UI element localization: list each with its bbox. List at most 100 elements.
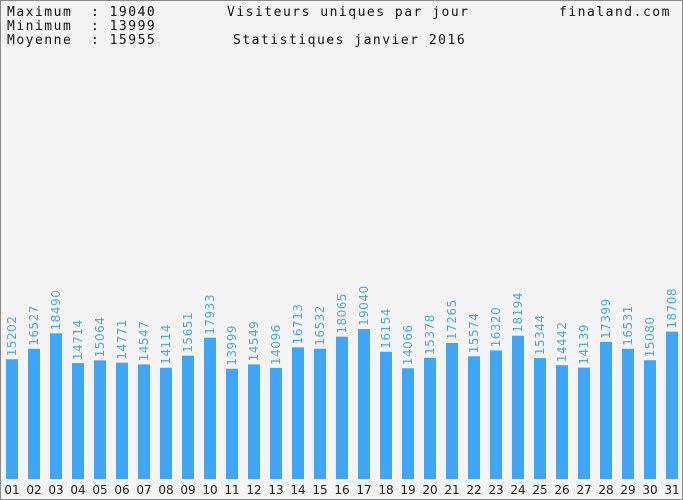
bar-31 bbox=[666, 331, 678, 479]
x-tick-23: 23 bbox=[488, 483, 503, 497]
value-label-29: 16531 bbox=[621, 305, 635, 346]
x-tick-11: 11 bbox=[224, 483, 239, 497]
x-tick-17: 17 bbox=[356, 483, 371, 497]
avg-stat: Moyenne : 15955 bbox=[7, 33, 156, 48]
bar-25 bbox=[534, 358, 546, 479]
value-label-02: 16527 bbox=[27, 305, 41, 346]
max-stat: Maximum : 19040 bbox=[7, 5, 156, 20]
x-tick-28: 28 bbox=[598, 483, 613, 497]
x-tick-18: 18 bbox=[378, 483, 393, 497]
value-label-17: 19040 bbox=[357, 285, 371, 326]
x-tick-12: 12 bbox=[246, 483, 261, 497]
x-tick-07: 07 bbox=[136, 483, 151, 497]
value-label-11: 13999 bbox=[225, 325, 239, 366]
bar-01 bbox=[6, 359, 18, 479]
bar-16 bbox=[336, 336, 348, 479]
value-label-09: 15651 bbox=[181, 312, 195, 353]
avg-label: Moyenne : bbox=[7, 33, 101, 48]
value-label-23: 16320 bbox=[489, 307, 503, 348]
value-label-03: 18490 bbox=[49, 290, 63, 331]
bar-06 bbox=[116, 362, 128, 479]
x-tick-21: 21 bbox=[444, 483, 459, 497]
x-tick-15: 15 bbox=[312, 483, 327, 497]
value-label-12: 14549 bbox=[247, 321, 261, 362]
x-tick-05: 05 bbox=[92, 483, 107, 497]
value-label-22: 15574 bbox=[467, 313, 481, 354]
x-tick-09: 09 bbox=[180, 483, 195, 497]
min-value: 13999 bbox=[109, 19, 157, 34]
value-label-13: 14096 bbox=[269, 324, 283, 365]
value-label-24: 18194 bbox=[511, 292, 525, 333]
bar-24 bbox=[512, 335, 524, 479]
bar-29 bbox=[622, 348, 634, 479]
x-tick-14: 14 bbox=[290, 483, 305, 497]
x-tick-16: 16 bbox=[334, 483, 349, 497]
bar-12 bbox=[248, 364, 260, 479]
x-tick-03: 03 bbox=[48, 483, 63, 497]
value-label-18: 16154 bbox=[379, 308, 393, 349]
value-label-07: 14547 bbox=[137, 321, 151, 362]
x-tick-08: 08 bbox=[158, 483, 173, 497]
x-tick-26: 26 bbox=[554, 483, 569, 497]
value-label-06: 14771 bbox=[115, 319, 129, 360]
bar-07 bbox=[138, 364, 150, 479]
x-tick-29: 29 bbox=[620, 483, 635, 497]
value-label-05: 15064 bbox=[93, 317, 107, 358]
bar-03 bbox=[50, 333, 62, 479]
bar-13 bbox=[270, 367, 282, 479]
avg-value: 15955 bbox=[109, 33, 157, 48]
value-label-27: 14139 bbox=[577, 324, 591, 365]
x-tick-10: 10 bbox=[202, 483, 217, 497]
bar-28 bbox=[600, 341, 612, 479]
bar-11 bbox=[226, 368, 238, 479]
value-label-08: 14114 bbox=[159, 324, 173, 365]
value-label-31: 18708 bbox=[665, 288, 679, 329]
bar-14 bbox=[292, 347, 304, 479]
min-stat: Minimum : 13999 bbox=[7, 19, 156, 34]
bar-20 bbox=[424, 357, 436, 479]
chart-title: Visiteurs uniques par jour bbox=[227, 5, 470, 20]
value-label-04: 14714 bbox=[71, 319, 85, 360]
x-tick-02: 02 bbox=[26, 483, 41, 497]
x-tick-04: 04 bbox=[70, 483, 85, 497]
value-label-14: 16713 bbox=[291, 304, 305, 345]
bar-09 bbox=[182, 355, 194, 479]
x-tick-30: 30 bbox=[642, 483, 657, 497]
bar-10 bbox=[204, 337, 216, 479]
max-label: Maximum : bbox=[7, 5, 101, 20]
x-tick-06: 06 bbox=[114, 483, 129, 497]
bar-15 bbox=[314, 348, 326, 479]
bar-02 bbox=[28, 348, 40, 479]
bar-08 bbox=[160, 367, 172, 479]
value-label-30: 15080 bbox=[643, 317, 657, 358]
bar-30 bbox=[644, 360, 656, 479]
bar-18 bbox=[380, 351, 392, 479]
bar-05 bbox=[94, 360, 106, 479]
max-value: 19040 bbox=[109, 5, 157, 20]
value-label-21: 17265 bbox=[445, 299, 459, 340]
x-tick-01: 01 bbox=[4, 483, 19, 497]
min-label: Minimum : bbox=[7, 19, 101, 34]
value-label-28: 17399 bbox=[599, 298, 613, 339]
site-name: finaland.com bbox=[559, 5, 671, 20]
value-label-16: 18065 bbox=[335, 293, 349, 334]
bar-27 bbox=[578, 367, 590, 479]
x-tick-27: 27 bbox=[576, 483, 591, 497]
bar-21 bbox=[446, 342, 458, 479]
bar-22 bbox=[468, 356, 480, 479]
bar-17 bbox=[358, 329, 370, 479]
x-tick-13: 13 bbox=[268, 483, 283, 497]
bar-23 bbox=[490, 350, 502, 479]
bar-19 bbox=[402, 368, 414, 479]
value-label-15: 16532 bbox=[313, 305, 327, 346]
value-label-01: 15202 bbox=[5, 316, 19, 357]
value-label-26: 14442 bbox=[555, 322, 569, 363]
value-label-19: 14066 bbox=[401, 324, 415, 365]
x-tick-20: 20 bbox=[422, 483, 437, 497]
bar-26 bbox=[556, 365, 568, 479]
value-label-20: 15378 bbox=[423, 314, 437, 355]
x-tick-19: 19 bbox=[400, 483, 415, 497]
chart-subtitle: Statistiques janvier 2016 bbox=[233, 33, 467, 48]
